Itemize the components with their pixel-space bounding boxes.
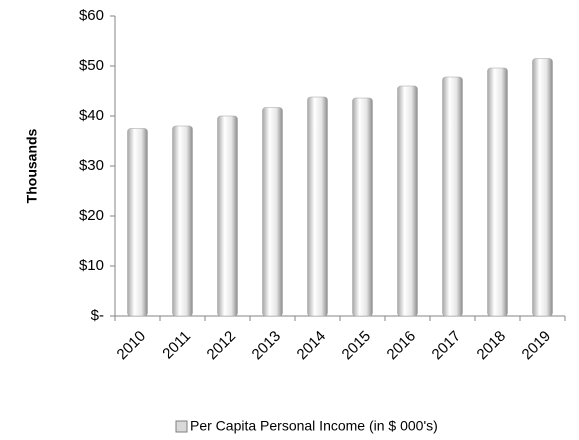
x-tick-label: 2015 bbox=[339, 328, 375, 364]
bar bbox=[217, 115, 238, 317]
y-tick-label: $- bbox=[91, 307, 104, 324]
x-tick-label: 2013 bbox=[249, 328, 285, 364]
x-tick-label: 2019 bbox=[519, 328, 555, 364]
y-tick-label: $40 bbox=[79, 107, 104, 124]
bar bbox=[262, 107, 283, 317]
x-tick-label: 2016 bbox=[384, 328, 420, 364]
legend-swatch bbox=[175, 420, 188, 433]
bar bbox=[442, 76, 463, 317]
y-tick-label: $30 bbox=[79, 157, 104, 174]
x-tick-label: 2010 bbox=[114, 328, 150, 364]
y-tick-label: $10 bbox=[79, 257, 104, 274]
x-tick-label: 2017 bbox=[429, 328, 465, 364]
bar bbox=[352, 97, 373, 317]
y-axis-label: Thousands bbox=[24, 128, 40, 203]
x-tick-label: 2011 bbox=[159, 328, 194, 363]
legend-label: Per Capita Personal Income (in $ 000's) bbox=[190, 418, 438, 434]
bar bbox=[307, 96, 328, 317]
bar bbox=[487, 67, 508, 317]
bar bbox=[172, 125, 193, 317]
y-tick-label: $60 bbox=[79, 7, 104, 24]
bar bbox=[397, 85, 418, 317]
bar bbox=[127, 128, 148, 317]
y-tick-label: $50 bbox=[79, 57, 104, 74]
x-tick-label: 2018 bbox=[474, 328, 510, 364]
bar bbox=[532, 58, 553, 317]
x-tick-label: 2014 bbox=[294, 328, 330, 364]
x-tick-label: 2012 bbox=[204, 328, 240, 364]
y-tick-label: $20 bbox=[79, 207, 104, 224]
